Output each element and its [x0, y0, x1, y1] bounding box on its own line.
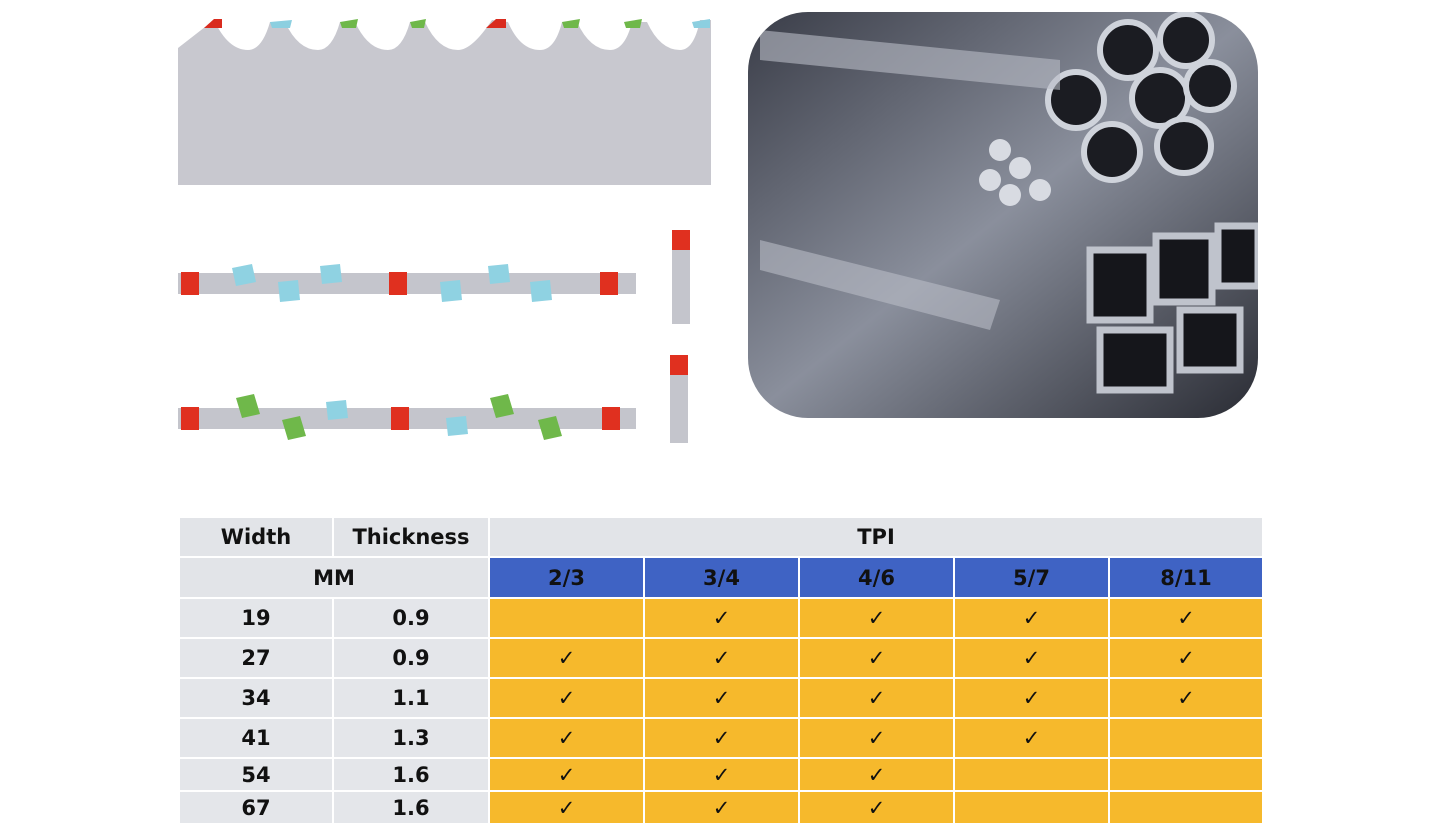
tpi-cell: ✓ — [953, 597, 1110, 639]
tpi-cell: ✓ — [643, 677, 800, 719]
saw-blade-front — [178, 19, 711, 185]
tpi-cell: ✓ — [643, 757, 800, 792]
tpi-cell: ✓ — [488, 717, 645, 759]
spec-table: Width Thickness TPI MM 2/3 3/4 4/6 5/7 8/11 19 0.9… — [178, 516, 1264, 825]
tpi-cell: ✓ — [798, 717, 955, 759]
thickness-cell: 1.6 — [332, 757, 490, 792]
tpi-cell: ✓ — [798, 757, 955, 792]
tpi-cell: ✓ — [1108, 597, 1264, 639]
tpi-column-header: 3/4 — [643, 556, 800, 599]
tpi-cell: ✓ — [488, 757, 645, 792]
width-cell: 54 — [178, 757, 334, 792]
tpi-cell: ✓ — [798, 677, 955, 719]
tpi-cell: ✓ — [1108, 637, 1264, 679]
thickness-cell: 0.9 — [332, 597, 490, 639]
illustrations — [178, 12, 1258, 443]
width-cell: 27 — [178, 637, 334, 679]
tpi-cell: ✓ — [953, 677, 1110, 719]
saw-blade-side-b — [178, 355, 688, 443]
tpi-cell: ✓ — [488, 637, 645, 679]
tpi-cell: ✓ — [1108, 677, 1264, 719]
tpi-cell — [1108, 790, 1264, 825]
table-row: 67 1.6 ✓ ✓ ✓ — [178, 790, 1264, 825]
tpi-column-header: 4/6 — [798, 556, 955, 599]
width-cell: 67 — [178, 790, 334, 825]
tpi-cell — [1108, 717, 1264, 759]
table-row: Width Thickness TPI — [178, 516, 1264, 558]
table-row: 19 0.9 ✓ ✓ ✓ ✓ — [178, 597, 1264, 639]
unit-header: MM — [178, 556, 490, 599]
thickness-cell: 1.6 — [332, 790, 490, 825]
saw-blade-side-a — [178, 230, 690, 324]
thickness-header: Thickness — [332, 516, 490, 558]
table-row: 54 1.6 ✓ ✓ ✓ — [178, 757, 1264, 792]
tpi-cell: ✓ — [643, 637, 800, 679]
width-cell: 34 — [178, 677, 334, 719]
tpi-cell: ✓ — [643, 790, 800, 825]
tpi-cell: ✓ — [488, 677, 645, 719]
tpi-cell — [1108, 757, 1264, 792]
tpi-header: TPI — [488, 516, 1264, 558]
thickness-cell: 0.9 — [332, 637, 490, 679]
tpi-cell: ✓ — [798, 637, 955, 679]
tpi-cell: ✓ — [953, 717, 1110, 759]
tpi-cell — [488, 597, 645, 639]
table-row: 27 0.9 ✓ ✓ ✓ ✓ ✓ — [178, 637, 1264, 679]
table-row: 41 1.3 ✓ ✓ ✓ ✓ — [178, 717, 1264, 759]
tpi-cell — [953, 757, 1110, 792]
width-cell: 41 — [178, 717, 334, 759]
tpi-cell — [953, 790, 1110, 825]
tpi-cell: ✓ — [953, 637, 1110, 679]
tpi-column-header: 8/11 — [1108, 556, 1264, 599]
width-header: Width — [178, 516, 334, 558]
tpi-cell: ✓ — [643, 597, 800, 639]
tpi-column-header: 2/3 — [488, 556, 645, 599]
tpi-cell: ✓ — [798, 597, 955, 639]
tpi-column-header: 5/7 — [953, 556, 1110, 599]
tpi-cell: ✓ — [798, 790, 955, 825]
table-row: 34 1.1 ✓ ✓ ✓ ✓ ✓ — [178, 677, 1264, 719]
tpi-cell: ✓ — [643, 717, 800, 759]
thickness-cell: 1.3 — [332, 717, 490, 759]
table-row: MM 2/3 3/4 4/6 5/7 8/11 — [178, 556, 1264, 599]
tpi-cell: ✓ — [488, 790, 645, 825]
width-cell: 19 — [178, 597, 334, 639]
metal-stock-photo — [748, 12, 1258, 418]
thickness-cell: 1.1 — [332, 677, 490, 719]
